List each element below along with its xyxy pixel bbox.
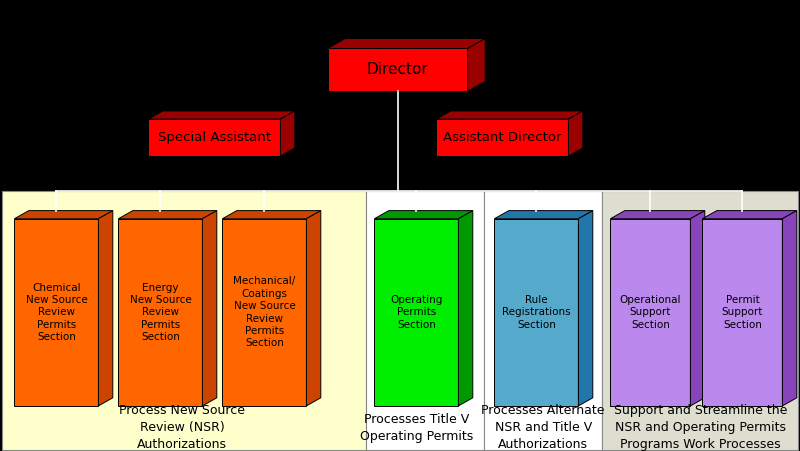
Polygon shape [118, 219, 202, 406]
Polygon shape [281, 111, 295, 156]
Polygon shape [690, 211, 705, 406]
Polygon shape [222, 219, 306, 406]
Polygon shape [149, 119, 281, 156]
Text: Chemical
New Source
Review
Permits
Section: Chemical New Source Review Permits Secti… [26, 282, 87, 342]
Polygon shape [458, 211, 473, 406]
Polygon shape [494, 211, 593, 219]
Polygon shape [374, 211, 473, 219]
Text: Permit
Support
Section: Permit Support Section [722, 295, 763, 330]
Polygon shape [118, 211, 217, 219]
Polygon shape [202, 211, 217, 406]
Text: Processes Alternate
NSR and Title V
Authorizations: Processes Alternate NSR and Title V Auth… [482, 404, 605, 451]
Polygon shape [610, 219, 690, 406]
Polygon shape [467, 39, 485, 91]
Polygon shape [484, 191, 602, 450]
Polygon shape [568, 111, 583, 156]
Text: Energy
New Source
Review
Permits
Section: Energy New Source Review Permits Section [130, 282, 191, 342]
Polygon shape [2, 191, 366, 450]
Polygon shape [328, 49, 467, 91]
Polygon shape [222, 211, 321, 219]
Text: Process New Source
Review (NSR)
Authorizations: Process New Source Review (NSR) Authoriz… [119, 404, 246, 451]
Polygon shape [494, 219, 578, 406]
Polygon shape [366, 191, 484, 450]
Text: Processes Title V
Operating Permits: Processes Title V Operating Permits [360, 413, 474, 442]
Polygon shape [14, 219, 98, 406]
Polygon shape [610, 211, 705, 219]
Polygon shape [98, 211, 113, 406]
Polygon shape [306, 211, 321, 406]
Polygon shape [374, 219, 458, 406]
Polygon shape [437, 119, 568, 156]
Polygon shape [578, 211, 593, 406]
Polygon shape [702, 211, 797, 219]
Polygon shape [14, 211, 113, 219]
Text: Assistant Director: Assistant Director [443, 131, 562, 144]
Polygon shape [702, 219, 782, 406]
Text: Operating
Permits
Section: Operating Permits Section [390, 295, 442, 330]
Text: Mechanical/
Coatings
New Source
Review
Permits
Section: Mechanical/ Coatings New Source Review P… [234, 276, 295, 348]
Polygon shape [782, 211, 797, 406]
Text: Support and Streamline the
NSR and Operating Permits
Programs Work Processes: Support and Streamline the NSR and Opera… [614, 404, 787, 451]
Polygon shape [149, 111, 295, 119]
Polygon shape [437, 111, 583, 119]
Text: Rule
Registrations
Section: Rule Registrations Section [502, 295, 570, 330]
Polygon shape [602, 191, 798, 450]
Text: Special Assistant: Special Assistant [158, 131, 271, 144]
Text: Operational
Support
Section: Operational Support Section [620, 295, 681, 330]
Polygon shape [328, 39, 485, 49]
Text: Director: Director [366, 62, 429, 78]
